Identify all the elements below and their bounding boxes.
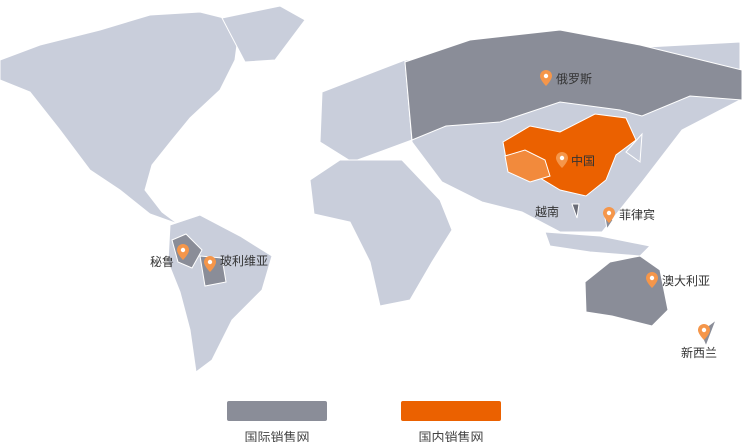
map-pin-icon[interactable] [698, 324, 710, 340]
map-pin-icon[interactable] [177, 244, 189, 260]
legend-label-domestic: 国内销售网 [418, 431, 484, 442]
marker-label-peru[interactable]: 秘鲁 [150, 255, 175, 269]
marker-label-russia[interactable]: 俄罗斯 [556, 72, 593, 86]
tibet-region [504, 149, 551, 183]
north-america [0, 11, 241, 225]
vietnam [571, 203, 580, 219]
map-pin-icon[interactable] [646, 272, 658, 288]
africa [309, 159, 453, 307]
europe [319, 59, 413, 163]
japan [625, 132, 643, 163]
marker-label-china[interactable]: 中国 [571, 154, 596, 168]
russia [404, 29, 743, 141]
map-pin-icon[interactable] [204, 256, 216, 272]
marker-label-bolivia[interactable]: 玻利维亚 [220, 254, 269, 268]
legend-swatch-domestic [401, 401, 501, 421]
legend-label-international: 国际销售网 [244, 431, 310, 442]
marker-label-vietnam[interactable]: 越南 [535, 205, 560, 219]
australia [584, 255, 669, 327]
marker-label-australia[interactable]: 澳大利亚 [662, 274, 711, 288]
map-pin-icon[interactable] [556, 152, 568, 168]
marker-label-new-zealand[interactable]: 新西兰 [681, 346, 718, 360]
legend-swatch-international [227, 401, 327, 421]
map-pin-icon[interactable] [603, 207, 615, 223]
indonesia [544, 231, 652, 257]
map-pin-icon[interactable] [540, 70, 552, 86]
marker-label-philippines[interactable]: 菲律宾 [619, 208, 656, 222]
greenland [221, 5, 306, 63]
